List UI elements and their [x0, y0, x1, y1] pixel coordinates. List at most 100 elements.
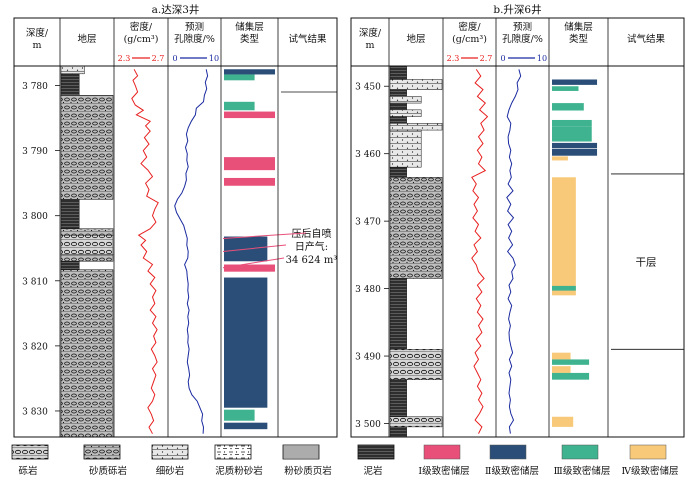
reservoir-bar-class-III [224, 101, 255, 111]
legend-swatch-conglomerate [11, 444, 49, 460]
depth-tick-label: 3 790 [22, 147, 48, 157]
porosity-scale-max: 10 [537, 54, 547, 63]
density-scale-max: 2.7 [480, 54, 493, 63]
lithology-bed-shale [389, 89, 407, 97]
lithology-bed-sandy-conglomerate [60, 254, 114, 262]
reservoir-bar-class-II [552, 79, 598, 85]
header-porosity-line2: 孔隙度/% [174, 33, 215, 45]
lithology-bed-siltstone [389, 109, 422, 117]
legend-item-silty-shale: 粉砂质页岩 [282, 444, 332, 477]
lithology-bed-sandy-conglomerate [389, 177, 443, 279]
depth-tick-label: 3 490 [355, 353, 381, 363]
lithology-bed-sandy-conglomerate [60, 95, 114, 200]
lithology-bed-sandy-conglomerate [60, 228, 114, 236]
lithology-bed-conglomerate [389, 349, 443, 380]
legend: 砾岩 砂质砾岩 细砂岩 泥质粉砂岩 粉砂质页岩 泥岩 Ⅰ级致密储层 Ⅱ级致密储层 Ⅲ级致密储层 Ⅳ… [11, 444, 679, 477]
lithology-bed-shale [389, 166, 407, 178]
legend-item-I: Ⅰ级致密储层 [418, 444, 470, 477]
reservoir-bar-class-IV [552, 156, 568, 161]
lithology-bed-shale [389, 65, 407, 80]
header-depth-line1: 深度/ [359, 27, 382, 39]
test-annotation-line1: 压后自喷 [292, 227, 332, 240]
lithology-bed-conglomerate [60, 234, 114, 256]
header-strata: 地层 [406, 33, 425, 45]
porosity-curve [174, 69, 209, 434]
reservoir-bar-class-IV [552, 352, 571, 360]
lithology-bed-shale [389, 116, 407, 124]
legend-item-IV: Ⅳ级致密储层 [622, 444, 679, 477]
lithology-bed-shale [389, 278, 407, 350]
header-porosity-line2: 孔隙度/% [502, 33, 543, 45]
reservoir-bar-class-I [224, 177, 275, 186]
header-density-line1: 密度/ [458, 21, 481, 33]
test-annotation-line2: 日产气: [295, 240, 328, 253]
annotation-leader-line [222, 257, 285, 269]
depth-tick-label: 3 460 [355, 150, 381, 160]
density-scale-min: 2.3 [118, 54, 131, 63]
header-density-line1: 密度/ [130, 21, 153, 33]
annotation-leader-line [222, 244, 287, 252]
header-density-line2: (g/cm³) [452, 34, 487, 45]
lithology-bed-siltstone [389, 129, 422, 168]
legend-item-shale: 泥岩 [357, 444, 395, 477]
legend-label: Ⅱ级致密储层 [485, 465, 539, 477]
legend-item-muddy-siltstone: 泥质粉砂岩 [214, 444, 263, 477]
depth-tick-label: 3 470 [355, 218, 381, 228]
header-reservoir-line1: 储集层 [564, 21, 593, 33]
test-interval-label: 干层 [636, 257, 657, 269]
panel-title: b.升深6井 [493, 3, 541, 16]
density-scale-max: 2.7 [152, 54, 165, 63]
legend-item-conglomerate: 砾岩 [11, 444, 49, 477]
legend-swatch-class-I [423, 444, 461, 460]
depth-tick-label: 3 800 [22, 212, 48, 222]
lithology-bed-sandy-conglomerate [60, 269, 114, 438]
reservoir-bar-class-III [224, 409, 255, 421]
legend-label: 粉砂质页岩 [284, 465, 332, 477]
lithology-bed-siltstone [389, 96, 422, 104]
lithology-bed-siltstone [389, 123, 443, 131]
header-test-result: 试气结果 [627, 33, 666, 45]
reservoir-bar-class-III [552, 103, 584, 111]
reservoir-bar-class-II [224, 69, 275, 75]
legend-label: Ⅰ级致密储层 [418, 465, 469, 477]
lithology-bed-conglomerate [389, 416, 443, 428]
legend-swatch-muddy-siltstone [214, 444, 252, 460]
legend-swatch-sandy-conglomerate [83, 444, 121, 460]
lithology-bed-shale [60, 199, 80, 229]
header-depth-line1: 深度/ [26, 27, 49, 39]
test-annotation-line3: 34 624 m³ [286, 255, 338, 266]
reservoir-bar-class-IV [552, 177, 576, 296]
porosity-scale-min: 0 [172, 54, 177, 63]
legend-swatch-class-II [489, 444, 527, 460]
lithology-bed-shale [389, 102, 407, 111]
header-reservoir-line1: 储集层 [235, 21, 264, 33]
legend-item-III: Ⅲ级致密储层 [554, 444, 610, 477]
reservoir-bar-class-I [224, 264, 275, 272]
header-reservoir-line2: 类型 [569, 33, 589, 45]
annotation-leader-line [222, 232, 307, 239]
depth-tick-label: 3 830 [22, 407, 48, 417]
lithology-bed-siltstone [389, 79, 443, 90]
header-depth-line2: m [32, 40, 41, 51]
depth-tick-label: 3 780 [22, 82, 48, 92]
depth-tick-label: 3 810 [22, 277, 48, 287]
legend-item-sandy-conglomerate: 砂质砾岩 [83, 444, 127, 477]
header-test-result: 试气结果 [288, 33, 327, 45]
reservoir-bar-class-III [224, 74, 255, 81]
density-curve [131, 69, 159, 434]
lithology-bed-shale [389, 426, 407, 438]
header-reservoir-line2: 类型 [240, 33, 260, 45]
panel-title: a.达深3井 [152, 3, 200, 16]
reservoir-bar-class-I [224, 157, 275, 171]
lithology-bed-siltstone [60, 65, 85, 75]
lithology-bed-shale [389, 379, 407, 418]
legend-label: Ⅳ级致密储层 [622, 465, 679, 477]
depth-tick-label: 3 450 [355, 83, 381, 93]
legend-label: 细砂岩 [156, 465, 185, 477]
reservoir-bar-class-II [552, 142, 598, 149]
reservoir-bar-class-II [224, 277, 268, 408]
